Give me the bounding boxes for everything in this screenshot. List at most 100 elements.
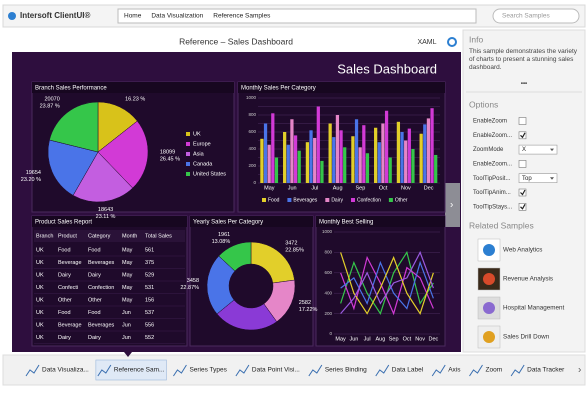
table-header [34,230,185,242]
toolbar-item[interactable]: Data Label [392,367,424,374]
bar [293,135,298,183]
toolbar-icon [510,364,525,377]
panel-title: Monthly Sales Per Category [241,86,316,92]
sidebar-heading: Info [469,34,483,44]
page-title: Reference – Sales Dashboard [179,36,293,46]
settings-icon[interactable] [447,37,457,47]
checkbox[interactable] [518,203,527,211]
panel-title: Product Sales Report [35,220,92,226]
x-tick-label: May [335,336,346,342]
breadcrumb[interactable]: Reference Samples [213,13,271,20]
toolbar-pointer [124,352,132,357]
toolbar-item[interactable]: Series Types [189,367,227,374]
bar [354,119,359,183]
dashboard-title: Sales Dashboard [337,61,437,76]
x-tick-label: Dec [428,336,438,342]
select-value: X [522,147,526,153]
y-tick-label: 600 [324,270,332,275]
column-header: Branch [36,233,53,239]
y-tick-label: 200 [248,163,256,168]
bar [316,106,320,183]
bar [430,108,434,183]
related-sample[interactable]: Hospital Management [503,305,565,312]
bar [274,157,279,183]
toolbar-item[interactable]: Reference Sam... [114,367,165,374]
thumbnail-art [483,273,495,285]
slice-amount: 3472 [285,240,297,246]
legend-label: Dairy [331,197,343,203]
toolbar-next[interactable]: › [578,365,581,376]
slice-amount: 20070 [44,97,59,103]
slice-label: 23.20 % [21,177,41,183]
table-cell: 156 [145,297,154,303]
toolbar-item[interactable]: Data Tracker [527,367,565,374]
table-cell: 529 [145,272,154,278]
bar [396,121,401,183]
slice-label: 17.22% [299,307,318,313]
column-header: Month [122,233,137,239]
panel-title: Monthly Best Selling [319,220,373,226]
bar [260,138,264,183]
panel-header [32,216,187,227]
related-sample[interactable]: Sales Drill Down [503,334,550,341]
legend-swatch [186,162,190,166]
bar [358,147,362,183]
x-tick-label: Jun [288,185,297,191]
checkbox[interactable] [518,160,527,168]
related-sample[interactable]: Revenue Analysis [503,276,553,283]
x-tick-label: Oct [379,185,388,191]
search-box[interactable] [492,8,580,24]
bar [263,123,268,183]
slice-amount: 18099 [160,150,175,156]
related-sample[interactable]: Web Analytics [503,247,542,254]
breadcrumb[interactable]: Data Visualization [151,13,203,20]
line-series [340,255,434,316]
x-tick-label: May [264,185,275,191]
toolbar-item[interactable]: Axis [448,367,461,374]
side-toggle[interactable] [445,183,460,227]
slice-label: 23.87 % [40,104,60,110]
table-cell: UK [36,247,44,253]
checkbox[interactable] [518,131,527,140]
legend-label: Other [395,197,408,203]
slice-amount: 1961 [218,232,230,238]
slice [72,151,133,203]
legend-swatch [186,132,190,136]
bar [271,113,275,183]
option-label: ToolTipAnim... [473,190,511,196]
check-mark [520,132,526,139]
panel-header [32,82,234,93]
column-header: Category [88,233,111,239]
checkbox[interactable] [518,117,527,125]
checkbox[interactable] [518,188,527,197]
legend-swatch [186,152,190,156]
select-box[interactable] [518,144,558,155]
toolbar-selected [95,359,167,381]
toolbar-item[interactable]: Series Binding [325,367,367,374]
select-box[interactable] [518,173,558,183]
table-cell: May [122,297,133,303]
column-header: Total Sales [145,233,172,239]
table-cell: Food [88,310,101,316]
toolbar-item[interactable]: Data Point Visi... [252,367,300,374]
bar [313,137,317,183]
bar [320,160,324,183]
check-mark [520,189,526,196]
option-label: EnableZoom [473,119,507,125]
toolbar-item[interactable]: Zoom [486,367,503,374]
table-cell: May [122,247,133,253]
info-text: This sample demonstrates the variety of … [469,48,578,71]
select-arrow [550,148,554,152]
xaml-button[interactable]: XAML [417,39,436,46]
bar [332,137,336,183]
legend-swatch [262,198,266,202]
bar [434,154,438,183]
x-tick-label: Jul [364,336,371,342]
bar [404,140,408,183]
breadcrumb[interactable]: Home [124,13,142,20]
toolbar-icon [173,364,187,377]
toolbar-item[interactable]: Data Visualiza... [42,367,89,374]
slice-label: 23.11 % [96,214,116,220]
table-cell: 556 [145,322,154,328]
